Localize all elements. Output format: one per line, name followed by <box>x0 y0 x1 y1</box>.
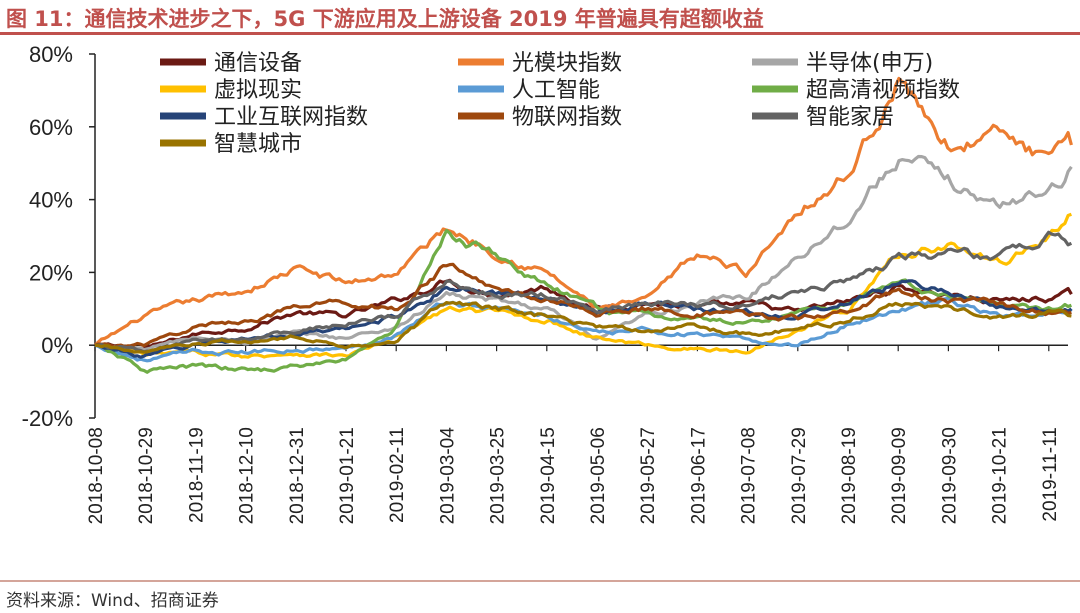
x-tick-label: 2018-12-31 <box>287 427 308 524</box>
series-line <box>94 262 1072 349</box>
series-line <box>94 212 1072 359</box>
x-tick-label: 2019-09-09 <box>889 427 910 524</box>
y-tick-label: 0% <box>41 333 73 358</box>
legend-label: 智能家居 <box>806 105 894 130</box>
legend-label: 光模块指数 <box>512 51 622 76</box>
x-tick-label: 2019-07-29 <box>789 427 810 524</box>
series-line <box>93 76 1073 347</box>
y-tick-label: 80% <box>29 42 73 67</box>
x-tick-label: 2019-05-27 <box>638 427 659 524</box>
x-tick-label: 2019-05-06 <box>588 427 609 524</box>
x-tick-label: 2019-06-17 <box>688 427 709 524</box>
line-chart: -20% 0% 20% 40% 60% 80% 2018-10-08 2018-10-29 20… <box>22 42 1073 524</box>
series-line <box>94 228 1072 374</box>
x-tick-label: 2019-08-19 <box>839 427 860 524</box>
series-line <box>94 230 1073 354</box>
series-line <box>94 300 1072 354</box>
y-tick-label: 20% <box>29 260 73 285</box>
legend-label: 通信设备 <box>214 51 302 76</box>
x-tick-label: 2019-11-11 <box>1040 427 1061 521</box>
x-tick-label: 2019-01-21 <box>337 427 358 524</box>
y-tick-label: 40% <box>29 188 73 213</box>
title-divider <box>0 32 1080 35</box>
x-tick-label: 2018-12-10 <box>237 427 258 524</box>
legend-label: 人工智能 <box>512 78 600 103</box>
footer-divider <box>0 580 1080 582</box>
chart-axes: -20% 0% 20% 40% 60% 80% 2018-10-08 2018-10-29 20… <box>22 42 1068 524</box>
x-tick-label: 2019-09-30 <box>939 427 960 524</box>
y-tick-label: 60% <box>29 115 73 140</box>
x-tick-label: 2019-03-25 <box>488 427 509 524</box>
x-tick-label: 2019-07-08 <box>739 427 760 524</box>
x-tick-label: 2019-02-11 <box>387 427 408 523</box>
y-tick-label: -20% <box>22 406 73 431</box>
legend-label: 半导体(申万) <box>806 51 933 76</box>
figure-title: 图 11：通信技术进步之下，5G 下游应用及上游设备 2019 年普遍具有超额收… <box>6 7 764 31</box>
series-line <box>94 296 1073 363</box>
x-tick-label: 2018-10-29 <box>136 427 157 524</box>
legend-label: 工业互联网指数 <box>214 105 368 130</box>
x-tick-label: 2018-10-08 <box>86 427 107 524</box>
x-tick-label: 2018-11-19 <box>186 427 207 523</box>
x-tick-label: 2019-10-21 <box>990 427 1011 524</box>
legend-label: 超高清视频指数 <box>806 78 960 103</box>
legend-label: 虚拟现实 <box>214 78 302 103</box>
series-layer <box>93 76 1073 374</box>
legend-label: 智慧城市 <box>214 132 302 157</box>
legend-label: 物联网指数 <box>512 105 622 130</box>
x-tick-label: 2019-03-04 <box>437 427 458 525</box>
source-note: 资料来源：Wind、招商证券 <box>6 591 219 611</box>
x-tick-label: 2019-04-15 <box>538 427 559 524</box>
